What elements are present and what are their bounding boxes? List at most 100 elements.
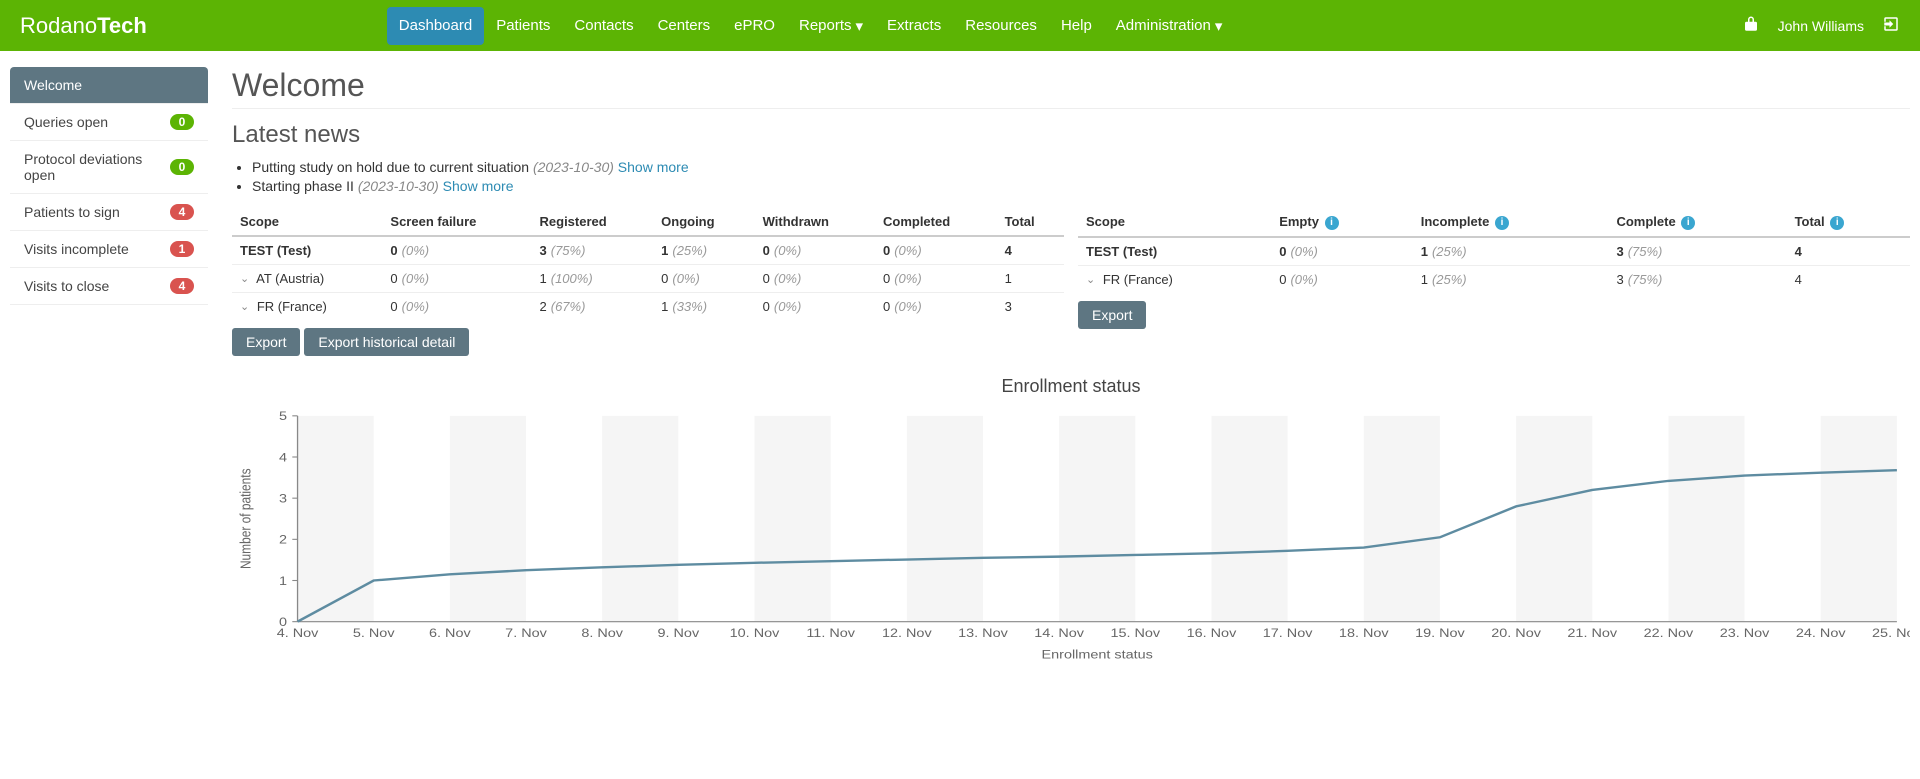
show-more-link[interactable]: Show more	[443, 178, 514, 194]
sidebar-badge: 0	[170, 159, 194, 175]
data-cell: 0(0%)	[755, 265, 875, 293]
cell-value: 0	[1279, 244, 1286, 259]
cell-pct: (25%)	[1432, 244, 1467, 259]
nav-reports[interactable]: Reports▾	[787, 3, 875, 49]
data-cell: 0(0%)	[382, 293, 531, 321]
cell-value: 3	[1005, 299, 1012, 314]
nav-centers[interactable]: Centers	[646, 3, 723, 49]
scope-label: AT (Austria)	[253, 271, 324, 286]
nav-patients[interactable]: Patients	[484, 3, 562, 49]
data-cell: 1	[997, 265, 1064, 293]
cell-pct: (25%)	[1432, 272, 1467, 287]
svg-text:8. Nov: 8. Nov	[581, 626, 623, 640]
cell-pct: (0%)	[1290, 244, 1317, 259]
info-icon[interactable]: i	[1495, 216, 1509, 230]
svg-text:1: 1	[279, 574, 287, 588]
col-header: Ongoing	[653, 208, 755, 236]
expand-icon[interactable]: ⌄	[240, 300, 249, 313]
nav-contacts[interactable]: Contacts	[562, 3, 645, 49]
cell-value: 3	[540, 243, 547, 258]
svg-text:4. Nov: 4. Nov	[277, 626, 319, 640]
cell-value: 0	[390, 299, 397, 314]
chevron-down-icon: ▾	[856, 17, 864, 35]
cell-pct: (0%)	[774, 243, 801, 258]
data-cell: 0(0%)	[875, 265, 997, 293]
cell-pct: (75%)	[551, 243, 586, 258]
sidebar-item-2[interactable]: Protocol deviations open0	[10, 141, 208, 194]
col-header: Complete i	[1608, 208, 1786, 237]
nav-administration[interactable]: Administration▾	[1104, 3, 1235, 49]
nav-help[interactable]: Help	[1049, 3, 1104, 49]
data-cell: 3(75%)	[1608, 237, 1786, 266]
col-header: Total	[997, 208, 1064, 236]
cell-pct: (0%)	[894, 271, 921, 286]
col-header: Incomplete i	[1413, 208, 1609, 237]
lock-icon[interactable]	[1742, 15, 1760, 36]
sidebar-item-5[interactable]: Visits to close4	[10, 268, 208, 305]
data-cell: 0(0%)	[382, 265, 531, 293]
nav-label: Help	[1061, 17, 1092, 34]
nav-resources[interactable]: Resources	[953, 3, 1049, 49]
data-cell: 0(0%)	[755, 293, 875, 321]
cell-value: 1	[1005, 271, 1012, 286]
nav-extracts[interactable]: Extracts	[875, 3, 953, 49]
info-icon[interactable]: i	[1681, 216, 1695, 230]
nav-epro[interactable]: ePRO	[722, 3, 787, 49]
nav-label: Reports	[799, 17, 852, 34]
scope-cell[interactable]: TEST (Test)	[232, 236, 382, 265]
sidebar-item-0[interactable]: Welcome	[10, 67, 208, 104]
sidebar-item-4[interactable]: Visits incomplete1	[10, 231, 208, 268]
show-more-link[interactable]: Show more	[618, 159, 689, 175]
col-header-text: Withdrawn	[763, 214, 829, 229]
data-cell: 1(33%)	[653, 293, 755, 321]
svg-text:11. Nov: 11. Nov	[806, 626, 855, 640]
nav-dashboard[interactable]: Dashboard	[387, 7, 484, 45]
scope-cell[interactable]: ⌄ AT (Austria)	[232, 265, 382, 293]
export-historical-detail-button[interactable]: Export historical detail	[304, 328, 469, 356]
logout-icon[interactable]	[1882, 15, 1900, 36]
nav-label: Centers	[658, 17, 711, 34]
col-header: Empty i	[1271, 208, 1413, 237]
sidebar-item-1[interactable]: Queries open0	[10, 104, 208, 141]
expand-icon[interactable]: ⌄	[240, 272, 249, 285]
sidebar-item-label: Welcome	[24, 77, 82, 93]
col-header-text: Total	[1005, 214, 1035, 229]
export-button[interactable]: Export	[1078, 301, 1146, 329]
col-header-text: Total	[1795, 214, 1825, 229]
news-text: Starting phase II	[252, 178, 358, 194]
info-icon[interactable]: i	[1325, 216, 1339, 230]
brand-logo[interactable]: RodanoTech	[20, 13, 147, 39]
scope-cell[interactable]: ⌄ FR (France)	[232, 293, 382, 321]
table-row: ⌄ FR (France)0(0%)2(67%)1(33%)0(0%)0(0%)…	[232, 293, 1064, 321]
cell-value: 4	[1005, 243, 1012, 258]
col-header-text: Scope	[240, 214, 279, 229]
svg-text:9. Nov: 9. Nov	[658, 626, 700, 640]
data-cell: 3	[997, 293, 1064, 321]
data-cell: 1(25%)	[1413, 237, 1609, 266]
user-name[interactable]: John Williams	[1778, 18, 1864, 34]
nav-label: Contacts	[574, 17, 633, 34]
nav-right: John Williams	[1742, 15, 1900, 36]
brand-bold: Tech	[97, 13, 147, 38]
col-header: Completed	[875, 208, 997, 236]
data-cell: 0 (0%)	[1271, 237, 1413, 266]
col-header-text: Complete	[1616, 214, 1675, 229]
svg-text:24. Nov: 24. Nov	[1796, 626, 1846, 640]
visit-status-table: ScopeEmpty iIncomplete iComplete iTotal …	[1078, 208, 1910, 293]
expand-icon[interactable]: ⌄	[1086, 273, 1095, 286]
cell-value: 0	[763, 271, 770, 286]
scope-cell[interactable]: ⌄ FR (France)	[1078, 265, 1271, 293]
scope-cell[interactable]: TEST (Test)	[1078, 237, 1271, 266]
patient-status-table-wrap: ScopeScreen failureRegisteredOngoingWith…	[232, 208, 1064, 356]
info-icon[interactable]: i	[1830, 216, 1844, 230]
sidebar-badge: 4	[170, 278, 194, 294]
col-header: Total i	[1787, 208, 1910, 237]
export-button[interactable]: Export	[232, 328, 300, 356]
data-cell: 0(0%)	[653, 265, 755, 293]
news-date: (2023-10-30)	[533, 159, 618, 175]
sidebar-item-3[interactable]: Patients to sign4	[10, 194, 208, 231]
svg-text:18. Nov: 18. Nov	[1339, 626, 1389, 640]
nav-label: Dashboard	[399, 17, 472, 34]
cell-value: 1	[661, 299, 668, 314]
table-row: ⌄ FR (France)0(0%)1(25%)3(75%)4	[1078, 265, 1910, 293]
